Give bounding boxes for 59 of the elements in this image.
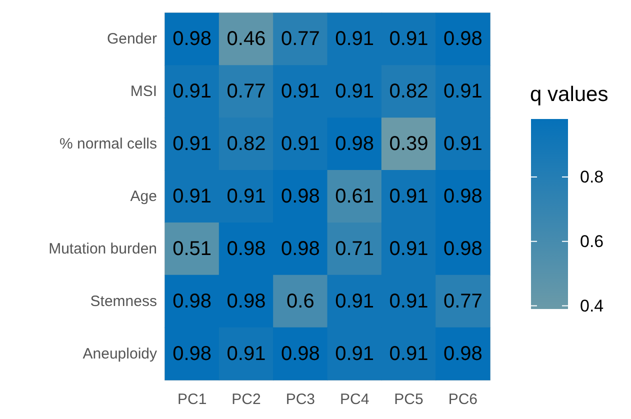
- color-bar-label: 0.6: [580, 232, 604, 251]
- y-tick-label: Mutation burden: [48, 240, 157, 258]
- data-label: 0.91: [335, 28, 374, 50]
- x-tick-label: PC6: [448, 391, 478, 408]
- data-label: 0.91: [280, 133, 320, 156]
- x-tick-label: PC4: [340, 391, 370, 408]
- data-label: 0.98: [280, 186, 320, 208]
- data-label: 0.91: [226, 342, 266, 365]
- data-label: 0.98: [226, 238, 266, 260]
- color-bar-label: 0.4: [580, 296, 604, 316]
- data-label: 0.98: [226, 290, 266, 312]
- legend-title: q values: [530, 83, 608, 106]
- data-label: 0.98: [335, 133, 374, 156]
- data-label: 0.98: [172, 342, 212, 365]
- y-tick-label: % normal cells: [59, 136, 157, 153]
- data-label: 0.82: [226, 133, 266, 156]
- data-label: 0.98: [443, 186, 482, 208]
- data-label: 0.91: [389, 186, 428, 208]
- data-label: 0.91: [335, 342, 374, 365]
- data-label: 0.91: [226, 186, 266, 208]
- x-tick-label: PC5: [394, 391, 424, 408]
- data-label: 0.91: [335, 290, 374, 312]
- data-label: 0.46: [226, 28, 266, 50]
- x-tick-label: PC3: [286, 391, 316, 408]
- data-label: 0.91: [172, 133, 212, 156]
- data-label: 0.51: [172, 238, 212, 260]
- data-label: 0.98: [443, 28, 482, 50]
- data-label: 0.91: [335, 80, 374, 103]
- y-tick-label: MSI: [130, 83, 157, 100]
- color-bar-label: 0.8: [580, 167, 604, 186]
- x-tick-label: PC1: [177, 391, 207, 408]
- data-label: 0.39: [389, 133, 428, 156]
- data-label: 0.98: [443, 342, 482, 365]
- data-label: 0.98: [172, 290, 212, 312]
- data-label: 0.98: [280, 342, 320, 365]
- data-label: 0.98: [172, 28, 212, 50]
- data-label: 0.77: [443, 290, 482, 312]
- data-label: 0.82: [389, 80, 428, 103]
- data-label: 0.91: [389, 290, 428, 312]
- data-label: 0.91: [443, 80, 482, 103]
- data-label: 0.91: [389, 238, 428, 260]
- data-label: 0.61: [335, 186, 374, 208]
- y-tick-label: Aneuploidy: [82, 345, 158, 362]
- data-label: 0.91: [172, 186, 212, 208]
- data-label: 0.91: [389, 28, 428, 50]
- y-tick-label: Stemness: [90, 292, 157, 310]
- y-tick-label: Gender: [106, 30, 157, 48]
- x-tick-label: PC2: [232, 391, 261, 408]
- data-label: 0.91: [443, 133, 482, 156]
- data-label: 0.6: [286, 290, 314, 312]
- data-label: 0.98: [280, 238, 320, 260]
- data-label: 0.77: [226, 80, 266, 103]
- y-tick-label: Age: [130, 188, 157, 205]
- data-label: 0.91: [280, 80, 320, 103]
- data-label: 0.77: [280, 28, 320, 50]
- data-label: 0.98: [443, 238, 482, 260]
- data-label: 0.71: [335, 238, 374, 260]
- data-label: 0.91: [389, 342, 428, 365]
- data-label: 0.91: [172, 80, 212, 103]
